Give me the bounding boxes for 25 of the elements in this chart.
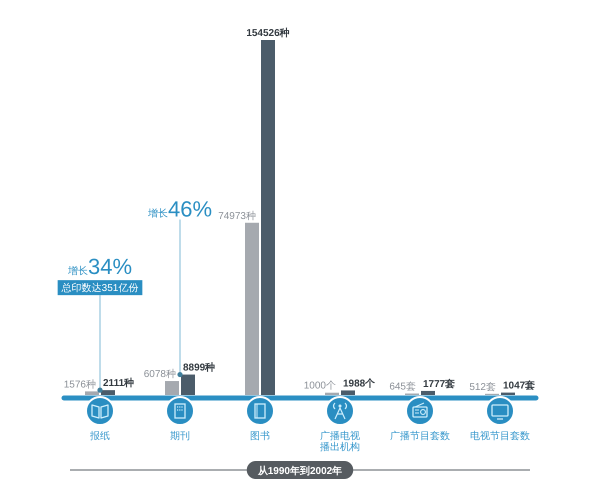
annotation: 增长46%	[146, 196, 212, 222]
data-label: 512套	[469, 380, 496, 393]
bar	[421, 390, 435, 395]
x-tick-label: 报纸	[89, 430, 110, 442]
x-tick-label: 电视节目套数	[470, 430, 530, 442]
data-label: 6078种	[144, 368, 176, 380]
data-label: 8899种	[183, 362, 216, 374]
data-label: 1000个	[304, 380, 336, 392]
data-label: 1777套	[423, 378, 456, 390]
data-label: 154526种	[246, 27, 290, 39]
data-label: 1988个	[343, 377, 376, 390]
x-tick-label: 广播电视播出机构	[320, 430, 360, 453]
annotation: 总印数达351亿份	[60, 282, 138, 294]
data-label: 1576种	[64, 378, 96, 390]
x-tick-label: 广播节目套数	[390, 430, 450, 442]
data-label: 74973种	[218, 210, 256, 222]
bar	[165, 381, 179, 395]
annotation: 增长34%	[66, 254, 132, 280]
x-tick-label: 期刊	[170, 430, 190, 442]
x-tick-label: 图书	[250, 430, 270, 442]
data-label: 2111种	[103, 377, 134, 390]
data-label: 1047套	[503, 380, 536, 392]
data-label: 645套	[389, 380, 416, 393]
bar	[341, 390, 355, 395]
text: 从1990年到2002年	[256, 465, 342, 477]
